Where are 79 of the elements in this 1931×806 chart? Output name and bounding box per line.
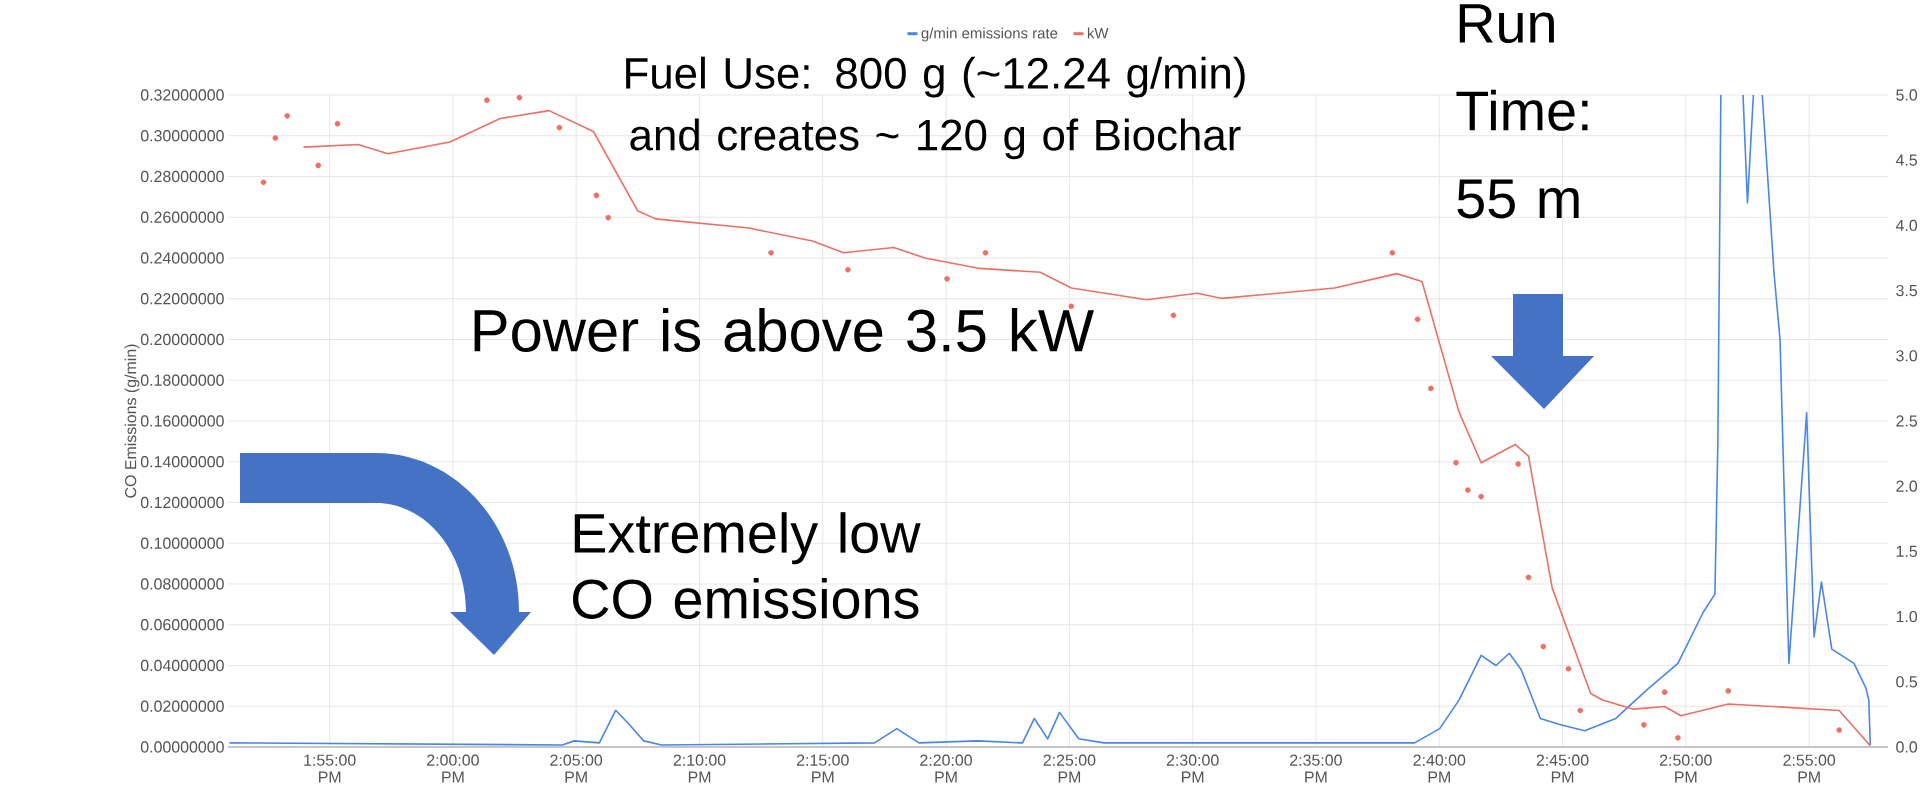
x-tick-label: 2:10:00 PM: [673, 754, 726, 783]
y-tick-label: 0.20000000: [140, 333, 224, 346]
y2-tick-label: 4.0: [1895, 219, 1918, 232]
point: [284, 113, 290, 119]
x-tick-label: 2:00:00 PM: [427, 754, 479, 783]
point: [1478, 493, 1484, 500]
x-tick-label: 2:50:00 PM: [1659, 754, 1712, 783]
x-tick-label: 2:05:00 PM: [550, 754, 603, 783]
y2-tick-label: 0.0: [1896, 741, 1918, 753]
y2-tick-label: 1.0: [1896, 610, 1918, 623]
annotation: Run Time: 55 m: [1456, 4, 1588, 219]
point: [556, 124, 563, 131]
point: [1465, 487, 1471, 493]
legend-label: kW: [1087, 27, 1109, 39]
x-tick-label: 2:55:00 PM: [1783, 754, 1836, 783]
annotation: Extremely low CO emissions: [573, 512, 921, 619]
y2-tick-label: 3.5: [1896, 284, 1918, 297]
y2-tick-label: 2.0: [1896, 480, 1918, 492]
y-tick-label: 0.22000000: [140, 293, 224, 305]
x-tick-label: 2:45:00 PM: [1536, 754, 1589, 783]
point: [1661, 689, 1668, 696]
point: [272, 135, 279, 141]
y2-tick-label: 4.5: [1895, 154, 1918, 166]
y-tick-label: 0.14000000: [140, 456, 224, 468]
point: [1577, 707, 1584, 714]
x-tick-label: 2:25:00 PM: [1043, 754, 1096, 783]
annotation: Fuel Use: 800 g (~12.24 g/min) and creates ~ 120 g of Biochar: [626, 56, 1245, 160]
y-tick-label: 0.16000000: [140, 415, 224, 427]
y-tick-label: 0.30000000: [140, 130, 224, 142]
point: [1389, 249, 1396, 256]
y-tick-label: 0.32000000: [140, 89, 224, 101]
point: [982, 249, 989, 256]
y2-tick-label: 0.5: [1896, 676, 1918, 688]
y-tick-label: 0.24000000: [140, 252, 224, 264]
y-tick-label: 0.28000000: [140, 170, 224, 183]
point: [768, 249, 774, 256]
legend-label: g/min emissions rate: [921, 27, 1058, 42]
point: [1540, 643, 1547, 650]
point: [845, 266, 851, 273]
point: [484, 97, 490, 103]
point: [1170, 312, 1177, 319]
y2-tick-label: 5.0: [1896, 89, 1918, 101]
point: [1836, 727, 1842, 733]
point: [593, 192, 600, 199]
point: [1725, 688, 1732, 694]
y-tick-label: 0.00000000: [140, 741, 224, 753]
y2-tick-label: 2.5: [1896, 415, 1918, 427]
x-tick-label: 2:20:00 PM: [920, 754, 972, 783]
point: [1565, 665, 1572, 672]
point: [1515, 461, 1521, 467]
point: [1641, 722, 1647, 728]
y-tick-label: 0.12000000: [140, 496, 224, 509]
x-tick-label: 2:40:00 PM: [1413, 754, 1466, 783]
x-tick-label: 2:15:00 PM: [796, 754, 849, 783]
y-tick-label: 0.04000000: [140, 659, 224, 672]
annotation: Power is above 3.5 kW: [474, 308, 1094, 352]
y2-tick-label: 3.0: [1896, 350, 1918, 362]
y-axis-title: CO Emissions (g/min): [124, 344, 140, 498]
x-tick-label: 2:30:00 PM: [1166, 754, 1219, 783]
y-tick-label: 0.02000000: [140, 700, 224, 712]
point: [1453, 459, 1459, 466]
y-tick-label: 0.18000000: [140, 374, 224, 386]
point: [1675, 735, 1681, 741]
y-tick-label: 0.06000000: [140, 619, 224, 631]
y-tick-label: 0.26000000: [140, 211, 224, 223]
point: [1428, 385, 1434, 392]
point: [260, 179, 267, 186]
y2-tick-label: 1.5: [1896, 545, 1918, 557]
point: [1525, 574, 1532, 581]
point: [1414, 316, 1421, 323]
point: [315, 162, 322, 169]
y-tick-label: 0.08000000: [140, 578, 224, 590]
point: [516, 94, 523, 101]
point: [944, 276, 950, 282]
point: [605, 214, 612, 221]
y-tick-label: 0.10000000: [140, 537, 224, 549]
point: [334, 120, 341, 127]
x-tick-label: 1:55:00 PM: [304, 754, 356, 783]
x-tick-label: 2:35:00 PM: [1290, 754, 1342, 783]
